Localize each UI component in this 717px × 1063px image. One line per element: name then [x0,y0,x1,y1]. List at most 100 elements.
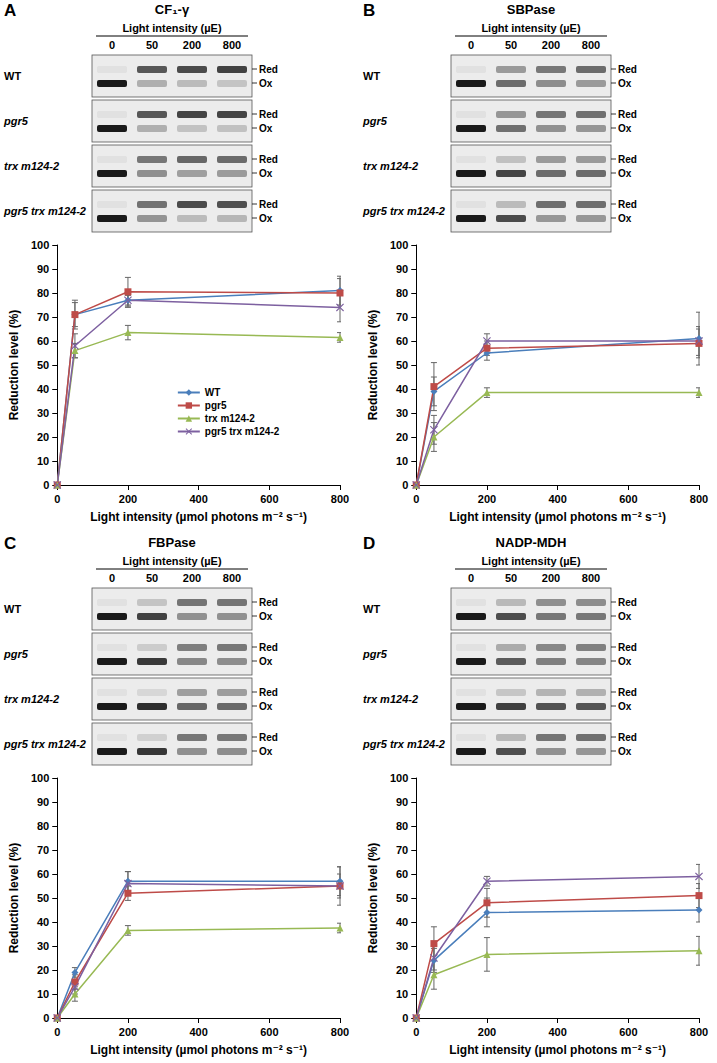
svg-text:Ox: Ox [259,746,273,757]
svg-text:Ox: Ox [618,213,632,224]
svg-text:Red: Red [618,109,637,120]
svg-text:FBPase: FBPase [148,535,196,550]
svg-text:200: 200 [119,493,137,505]
svg-text:Red: Red [618,154,637,165]
svg-text:Ox: Ox [259,123,273,134]
svg-text:Red: Red [259,597,278,608]
svg-text:400: 400 [548,1026,566,1038]
svg-text:0: 0 [43,479,49,491]
svg-text:Red: Red [259,642,278,653]
svg-text:0: 0 [413,493,419,505]
svg-text:50: 50 [505,39,517,51]
svg-text:pgr5 trx m124-2: pgr5 trx m124-2 [362,738,445,750]
svg-text:Red: Red [259,687,278,698]
svg-text:0: 0 [54,493,60,505]
svg-text:10: 10 [396,988,408,1000]
svg-text:Light intensity (µmol photons: Light intensity (µmol photons m⁻² s⁻¹) [449,1043,666,1057]
svg-text:800: 800 [582,572,600,584]
svg-text:pgr5 trx m124-2: pgr5 trx m124-2 [362,205,445,217]
svg-text:WT: WT [205,387,221,398]
svg-text:80: 80 [37,287,49,299]
svg-text:80: 80 [37,820,49,832]
svg-text:pgr5: pgr5 [362,115,388,127]
svg-text:pgr5: pgr5 [205,400,227,411]
svg-text:50: 50 [37,359,49,371]
svg-text:200: 200 [542,572,560,584]
svg-text:600: 600 [619,493,637,505]
svg-text:10: 10 [37,988,49,1000]
svg-text:SBPase: SBPase [507,2,555,17]
svg-text:40: 40 [37,383,49,395]
svg-text:600: 600 [619,1026,637,1038]
svg-text:Light intensity (µE): Light intensity (µE) [481,22,581,34]
svg-text:Ox: Ox [618,611,632,622]
svg-text:Light intensity (µmol photons: Light intensity (µmol photons m⁻² s⁻¹) [449,510,666,524]
svg-text:50: 50 [396,892,408,904]
svg-text:90: 90 [37,796,49,808]
svg-text:Ox: Ox [259,213,273,224]
svg-text:Red: Red [618,732,637,743]
svg-text:Ox: Ox [618,168,632,179]
svg-text:50: 50 [37,892,49,904]
svg-text:NADP-MDH: NADP-MDH [496,535,567,550]
svg-text:30: 30 [396,407,408,419]
svg-text:CF₁-γ: CF₁-γ [155,2,190,17]
svg-text:0: 0 [43,1012,49,1024]
svg-text:200: 200 [478,1026,496,1038]
svg-text:40: 40 [396,383,408,395]
svg-text:Ox: Ox [618,701,632,712]
svg-text:200: 200 [542,39,560,51]
svg-text:Ox: Ox [618,746,632,757]
svg-text:80: 80 [396,287,408,299]
svg-text:10: 10 [396,455,408,467]
svg-text:Reduction level (%): Reduction level (%) [7,843,21,954]
svg-text:90: 90 [396,796,408,808]
svg-text:Light intensity (µE): Light intensity (µE) [122,555,222,567]
svg-text:30: 30 [37,407,49,419]
svg-text:Reduction level (%): Reduction level (%) [366,310,380,421]
svg-text:100: 100 [31,772,49,784]
svg-text:Ox: Ox [259,701,273,712]
svg-text:100: 100 [31,239,49,251]
svg-text:Red: Red [618,687,637,698]
svg-text:Reduction level (%): Reduction level (%) [7,310,21,421]
svg-text:pgr5 trx m124-2: pgr5 trx m124-2 [3,205,86,217]
svg-text:C: C [4,534,16,553]
svg-text:Ox: Ox [618,78,632,89]
svg-text:pgr5: pgr5 [3,648,29,660]
svg-text:Ox: Ox [259,656,273,667]
svg-text:70: 70 [37,844,49,856]
svg-text:100: 100 [390,239,408,251]
svg-text:WT: WT [363,70,380,82]
svg-text:0: 0 [402,479,408,491]
svg-text:600: 600 [260,493,278,505]
svg-text:400: 400 [189,493,207,505]
svg-text:50: 50 [396,359,408,371]
svg-text:WT: WT [363,603,380,615]
svg-text:50: 50 [146,572,158,584]
svg-text:800: 800 [331,1026,349,1038]
svg-text:Red: Red [259,199,278,210]
svg-text:800: 800 [690,493,708,505]
svg-text:0: 0 [54,1026,60,1038]
svg-text:0: 0 [402,1012,408,1024]
svg-text:B: B [363,1,375,20]
svg-text:Red: Red [259,154,278,165]
svg-text:200: 200 [119,1026,137,1038]
svg-text:WT: WT [4,603,21,615]
svg-text:Red: Red [618,642,637,653]
svg-text:200: 200 [183,39,201,51]
svg-text:trx m124-2: trx m124-2 [4,160,59,172]
svg-text:Red: Red [618,199,637,210]
svg-text:pgr5 trx m124-2: pgr5 trx m124-2 [205,426,280,437]
svg-text:200: 200 [478,493,496,505]
svg-text:70: 70 [37,311,49,323]
svg-text:Ox: Ox [259,611,273,622]
svg-text:20: 20 [396,964,408,976]
svg-text:Red: Red [259,109,278,120]
svg-text:trx m124-2: trx m124-2 [205,413,255,424]
svg-text:Red: Red [618,597,637,608]
svg-text:50: 50 [505,572,517,584]
svg-text:Ox: Ox [618,656,632,667]
svg-text:100: 100 [390,772,408,784]
